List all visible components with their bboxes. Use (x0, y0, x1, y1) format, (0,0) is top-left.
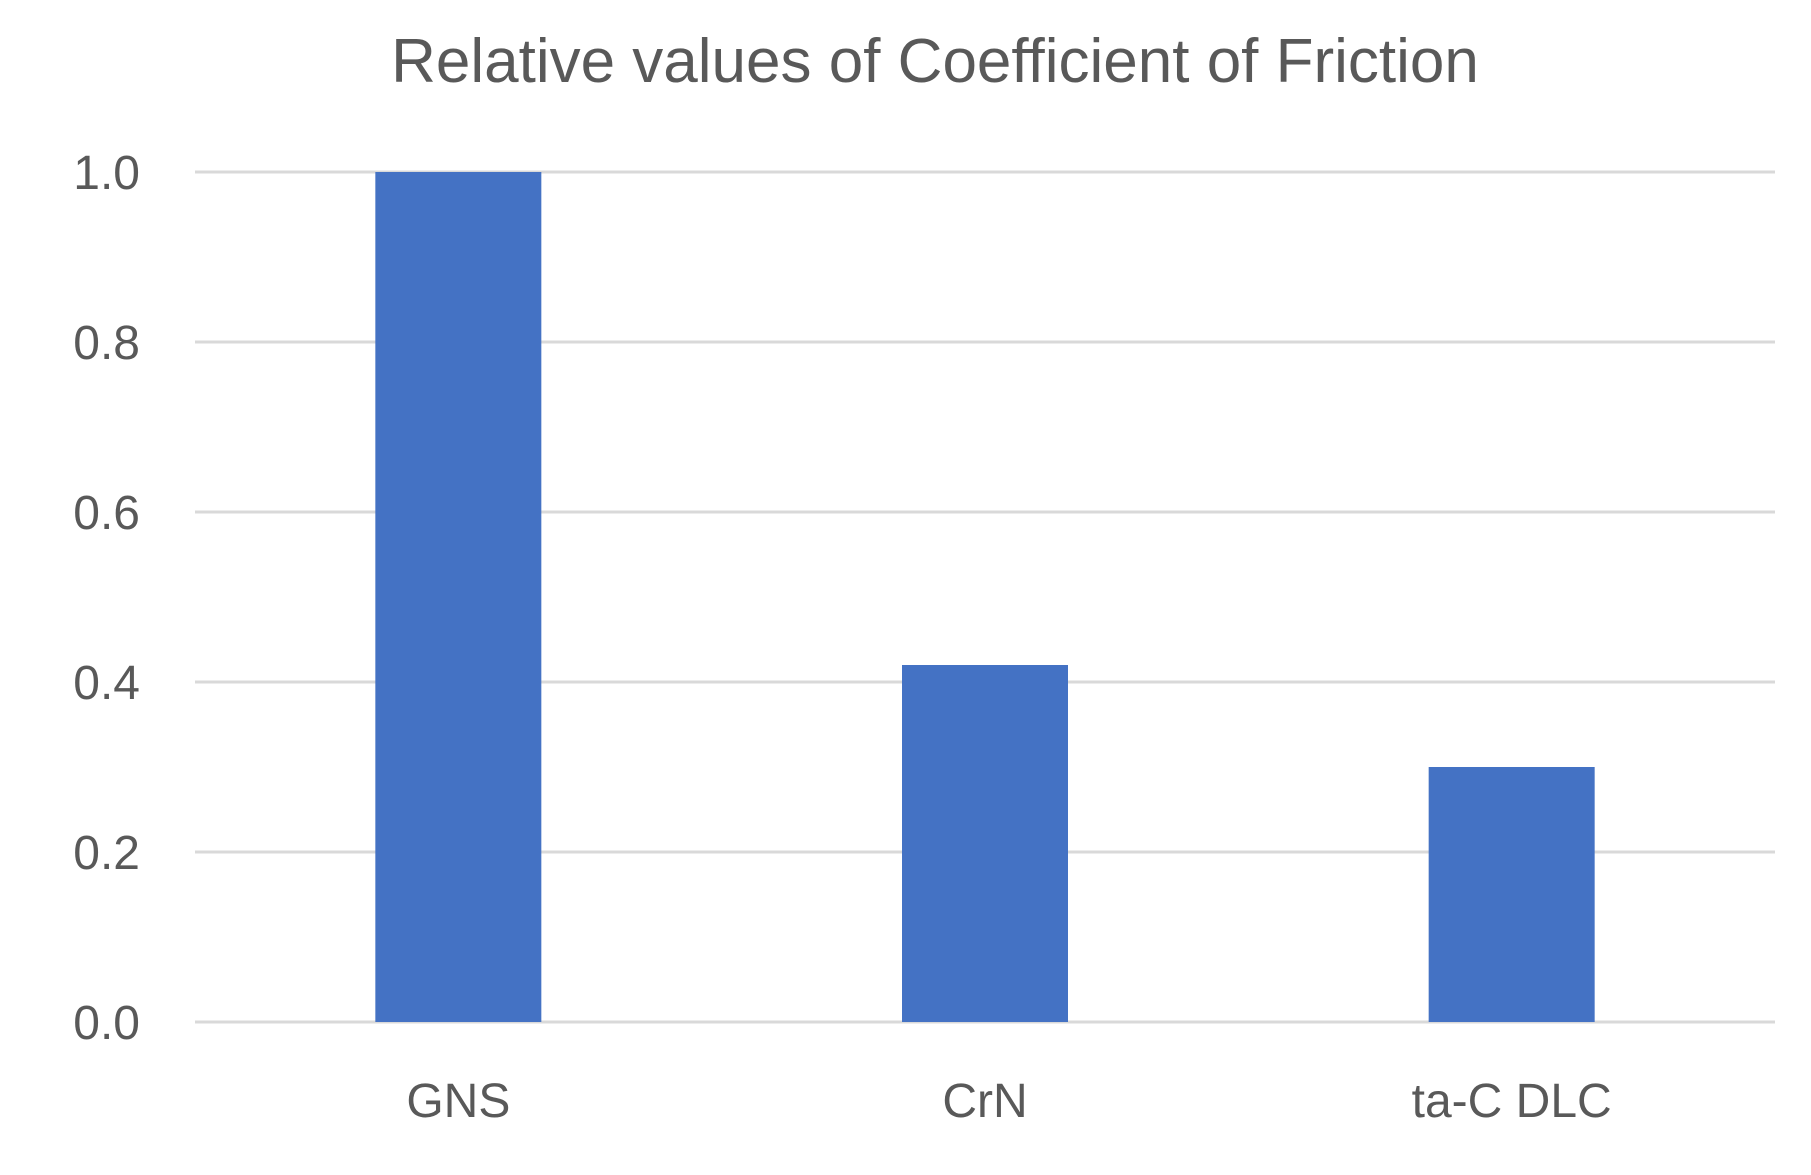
bars (375, 172, 1595, 1022)
y-tick-label: 1.0 (73, 147, 140, 200)
bar-gns (375, 172, 542, 1022)
y-tick-label: 0.6 (73, 487, 140, 540)
bar-crn (902, 665, 1068, 1022)
x-category-label: ta-C DLC (1412, 1075, 1612, 1128)
x-axis-category-labels: GNS CrN ta-C DLC (406, 1075, 1611, 1128)
y-tick-label: 0.0 (73, 997, 140, 1050)
y-axis-tick-labels: 0.0 0.2 0.4 0.6 0.8 1.0 (73, 147, 140, 1050)
bar-ta-c-dlc (1428, 767, 1595, 1022)
y-tick-label: 0.8 (73, 317, 140, 370)
x-category-label: CrN (942, 1075, 1027, 1128)
x-category-label: GNS (406, 1075, 510, 1128)
chart-title: Relative values of Coefficient of Fricti… (391, 27, 1479, 96)
y-tick-label: 0.2 (73, 827, 140, 880)
y-tick-label: 0.4 (73, 657, 140, 710)
